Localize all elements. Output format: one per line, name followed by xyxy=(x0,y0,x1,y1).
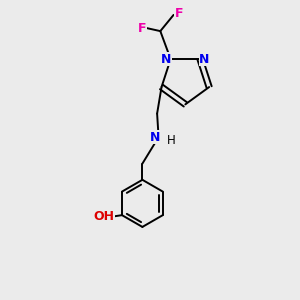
Text: F: F xyxy=(137,22,146,35)
Text: N: N xyxy=(150,130,160,144)
Text: N: N xyxy=(161,52,171,66)
Text: OH: OH xyxy=(94,210,115,223)
Text: F: F xyxy=(175,7,183,20)
Text: H: H xyxy=(167,134,175,147)
Text: N: N xyxy=(199,52,210,66)
